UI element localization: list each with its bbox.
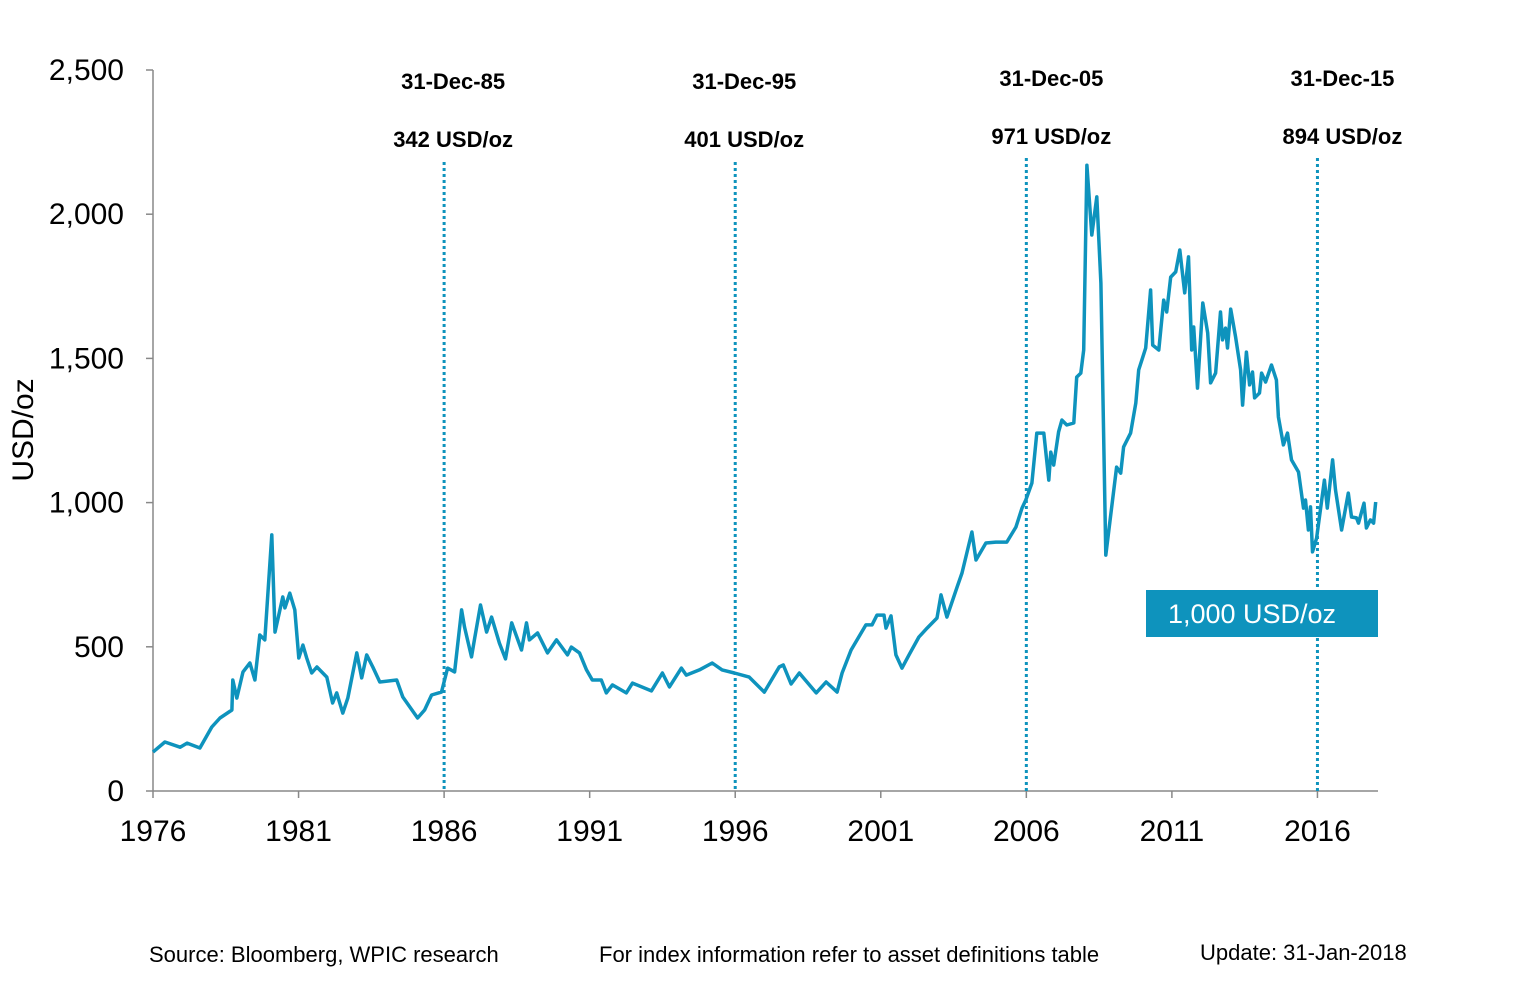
y-axis-title: USD/oz [7, 378, 40, 481]
callout-background [1146, 590, 1378, 637]
annotation-lines [442, 158, 1319, 791]
axes: 0 500 1,000 1,500 2,000 2,500 1976 1981 1986 1991… [49, 54, 1378, 848]
annotation-value: 401 USD/oz [684, 127, 804, 152]
y-tick-label: 1,000 [49, 487, 124, 520]
callout-box: 1,000 USD/oz [1146, 590, 1378, 637]
x-tick-label: 2001 [847, 815, 914, 848]
footer-update: Update: 31-Jan-2018 [1200, 940, 1407, 965]
annotation-value: 342 USD/oz [393, 127, 513, 152]
y-tick-label: 1,500 [49, 342, 124, 375]
annotation-value: 894 USD/oz [1283, 124, 1403, 149]
annotation-value: 971 USD/oz [991, 124, 1111, 149]
price-line [151, 163, 1378, 754]
y-tick-label: 500 [74, 631, 124, 664]
y-tick-label: 0 [107, 775, 124, 808]
x-tick-label: 2011 [1140, 815, 1205, 848]
annotation-date: 31-Dec-85 [401, 69, 505, 94]
x-tick-label: 1976 [120, 815, 187, 848]
x-tick-label: 1996 [702, 815, 769, 848]
x-tick-label: 2016 [1284, 815, 1351, 848]
footer-note: For index information refer to asset def… [599, 942, 1099, 967]
y-tick-label: 2,000 [49, 198, 124, 231]
x-tick-label: 2006 [993, 815, 1060, 848]
x-tick-label: 1991 [556, 815, 623, 848]
y-tick-label: 2,500 [49, 54, 124, 87]
annotation-labels: 31-Dec-85 342 USD/oz 31-Dec-95 401 USD/oz 31… [393, 66, 1402, 152]
annotation-date: 31-Dec-05 [999, 66, 1103, 91]
annotation-date: 31-Dec-95 [692, 69, 796, 94]
x-tick-label: 1986 [411, 815, 478, 848]
annotation-date: 31-Dec-15 [1290, 66, 1394, 91]
footer-source: Source: Bloomberg, WPIC research [149, 942, 499, 967]
callout-text: 1,000 USD/oz [1168, 599, 1336, 629]
series-layer [151, 163, 1378, 754]
x-tick-label: 1981 [265, 815, 332, 848]
